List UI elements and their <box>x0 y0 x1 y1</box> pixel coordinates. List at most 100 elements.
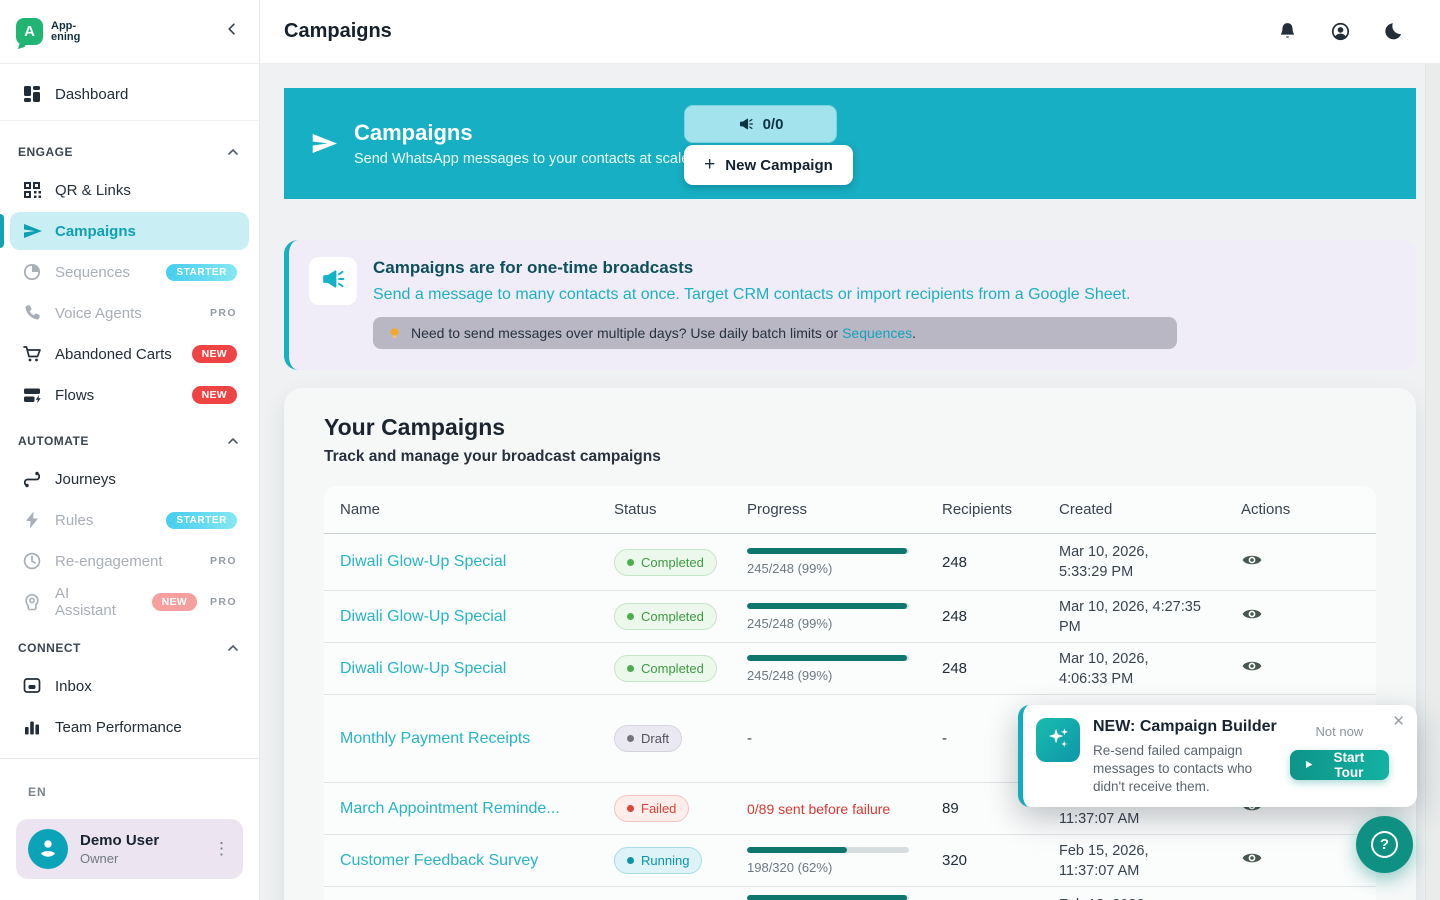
inbox-icon <box>22 676 42 696</box>
help-button[interactable]: ? <box>1356 816 1413 873</box>
user-card[interactable]: Demo User Owner ⋮ <box>16 819 243 879</box>
sidebar-item-abandoned-carts[interactable]: Abandoned Carts NEW <box>10 335 249 373</box>
campaign-builder-toast: NEW: Campaign Builder Re-send failed cam… <box>1018 705 1417 807</box>
section-header-automate[interactable]: AUTOMATE <box>10 417 249 457</box>
sidebar-item-label: Re-engagement <box>55 552 163 570</box>
content: Campaigns Send WhatsApp messages to your… <box>260 64 1440 900</box>
status-badge: Running <box>614 847 703 874</box>
column-header-name: Name <box>340 501 381 518</box>
progress-failed-label: 0/89 sent before failure <box>747 800 891 817</box>
recipients-count: - <box>942 730 947 747</box>
progress-bar <box>747 602 909 609</box>
broadcast-info-box: Campaigns are for one-time broadcasts Se… <box>284 240 1416 370</box>
new-badge: NEW <box>151 593 198 611</box>
sidebar-item-flows[interactable]: Flows NEW <box>10 376 249 414</box>
sidebar-footer: EN Demo User Owner ⋮ <box>0 758 259 900</box>
user-menu-dots-icon[interactable]: ⋮ <box>213 839 231 858</box>
chevron-up-icon <box>225 433 241 449</box>
status-dot-icon <box>627 805 634 812</box>
card-subtitle: Track and manage your broadcast campaign… <box>324 448 661 465</box>
column-header-recipients: Recipients <box>942 501 1013 518</box>
section-header-engage[interactable]: ENGAGE <box>10 128 249 168</box>
status-badge: Completed <box>614 548 717 576</box>
pro-tag: PRO <box>210 596 237 608</box>
campaign-name-link[interactable]: March Appointment Reminde... <box>340 799 560 817</box>
sidebar-item-campaigns[interactable]: Campaigns <box>0 212 249 250</box>
recipients-count <box>926 887 1043 895</box>
recipients-count: 248 <box>942 660 968 677</box>
campaigns-banner: Campaigns Send WhatsApp messages to your… <box>284 88 1416 199</box>
recipients-count: 320 <box>942 852 968 869</box>
progress-bar <box>747 846 909 853</box>
page-title: Campaigns <box>284 20 392 42</box>
campaign-name-link[interactable]: Monthly Payment Receipts <box>340 729 531 747</box>
table-row: March Appointment Reminde... Failed 0/89 s… <box>324 783 1376 835</box>
logo-icon: A <box>16 18 43 45</box>
language-label: EN <box>28 785 47 799</box>
play-icon <box>1303 758 1314 773</box>
view-eye-icon[interactable] <box>1241 655 1263 677</box>
start-tour-button[interactable]: Start Tour <box>1289 750 1389 780</box>
sidebar-item-label: Abandoned Carts <box>55 345 172 363</box>
sidebar-item-dashboard[interactable]: Dashboard <box>10 75 249 113</box>
table-row: Diwali Glow-Up Special Completed 245/248 (… <box>324 643 1376 695</box>
account-icon[interactable] <box>1330 21 1351 42</box>
flows-icon <box>22 385 42 405</box>
starter-badge: STARTER <box>166 511 237 529</box>
progress-label: 245/248 (99%) <box>747 667 833 683</box>
created-date: Mar 10, 2026, 4:27:35 PM <box>1059 598 1201 635</box>
sparkles-icon <box>1036 718 1080 762</box>
question-mark-icon: ? <box>1371 831 1398 858</box>
column-header-status: Status <box>614 501 657 518</box>
view-eye-icon[interactable] <box>1241 847 1263 869</box>
user-role: Owner <box>80 851 119 866</box>
info-subtitle: Send a message to many contacts at once.… <box>373 286 1131 303</box>
dark-mode-moon-icon[interactable] <box>1383 21 1404 42</box>
bars-icon <box>22 717 42 737</box>
info-title: Campaigns are for one-time broadcasts <box>373 258 694 277</box>
progress-bar <box>747 654 909 661</box>
status-dot-icon <box>627 558 634 566</box>
sequences-link[interactable]: Sequences <box>842 325 913 341</box>
sidebar-item-re-engagement[interactable]: Re-engagement PRO <box>10 542 249 580</box>
section-header-connect[interactable]: CONNECT <box>10 624 249 664</box>
sidebar-item-voice-agents[interactable]: Voice Agents PRO <box>10 294 249 332</box>
column-header-actions: Actions <box>1241 501 1291 518</box>
close-icon[interactable]: ✕ <box>1392 713 1405 730</box>
page-scrollbar[interactable] <box>1425 64 1440 900</box>
not-now-button[interactable]: Not now <box>1315 724 1364 739</box>
tip-banner: Need to send messages over multiple days… <box>373 317 1177 349</box>
clock-icon <box>22 551 42 571</box>
sidebar-item-sequences[interactable]: Sequences STARTER <box>10 253 249 291</box>
tip-text: Need to send messages over multiple days… <box>411 325 917 341</box>
view-eye-icon[interactable] <box>1241 549 1263 571</box>
cart-icon <box>22 344 42 364</box>
topbar-actions <box>1277 21 1404 42</box>
megaphone-tile <box>309 257 357 305</box>
campaign-name-link[interactable]: Diwali Glow-Up Special <box>340 659 507 677</box>
campaign-name-link[interactable]: Customer Feedback Survey <box>340 851 539 869</box>
progress-bar <box>747 548 909 554</box>
sidebar-item-qr-links[interactable]: QR & Links <box>10 171 249 209</box>
lightbulb-icon <box>387 326 402 341</box>
column-header-created: Created <box>1059 501 1113 518</box>
chevron-up-icon <box>225 640 241 656</box>
notifications-bell-icon[interactable] <box>1277 21 1298 42</box>
campaign-name-link[interactable]: Diwali Glow-Up Special <box>340 607 507 625</box>
campaign-counter-chip[interactable]: 0/0 <box>684 105 837 143</box>
sidebar-item-label: QR & Links <box>55 181 131 199</box>
campaign-name-link[interactable]: Diwali Glow-Up Special <box>340 553 507 570</box>
new-campaign-button[interactable]: + New Campaign <box>684 145 853 185</box>
status-badge: Draft <box>614 725 683 752</box>
sidebar-item-rules[interactable]: Rules STARTER <box>10 501 249 539</box>
brand-name: App- ening <box>51 19 81 43</box>
sidebar-item-ai-assistant[interactable]: AI Assistant NEW PRO <box>10 583 249 621</box>
campaign-counter: 0/0 <box>762 115 784 133</box>
sidebar-item-inbox[interactable]: Inbox <box>10 667 249 705</box>
pro-tag: PRO <box>210 307 237 319</box>
sidebar-item-label: Campaigns <box>55 222 136 240</box>
sidebar-item-team-performance[interactable]: Team Performance <box>10 708 249 746</box>
view-eye-icon[interactable] <box>1241 603 1263 625</box>
sidebar-item-journeys[interactable]: Journeys <box>10 460 249 498</box>
sidebar-collapse-button[interactable] <box>221 21 243 43</box>
